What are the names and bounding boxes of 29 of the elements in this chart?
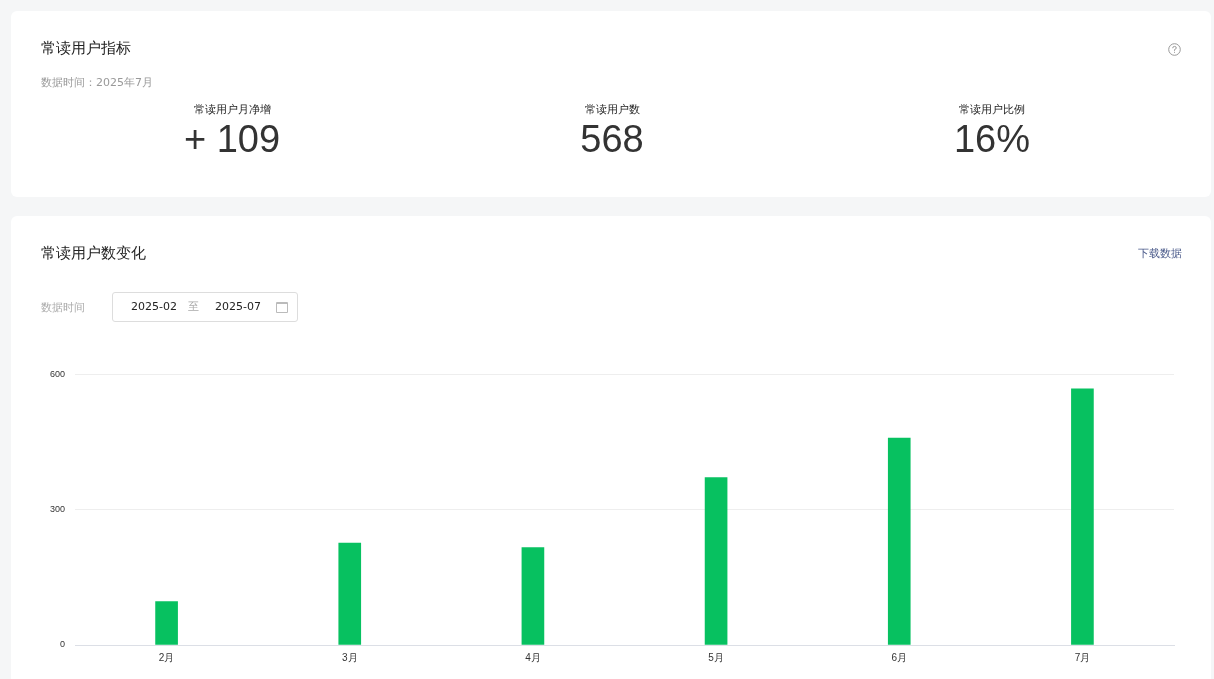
chart-title: 常读用户数变化 [41, 244, 146, 263]
text: 至 [188, 299, 199, 314]
x-tick-label: 6月 [891, 651, 908, 663]
x-tick-label: 5月 [708, 651, 724, 663]
y-tick-label: 300 [49, 504, 65, 515]
bar [887, 437, 911, 645]
y-tick-label: 0 [59, 639, 65, 650]
text: 2025-02 [131, 300, 177, 313]
text: 568 [580, 118, 644, 160]
category-label: 常读用户比例 [958, 102, 1026, 117]
x-tick-label: 4月 [525, 651, 541, 663]
text: 常读用户指标 [41, 39, 131, 58]
category-label: 常读用户月净增 [192, 102, 272, 117]
category-label: 常读用户数 [583, 102, 641, 117]
bar [521, 547, 545, 645]
bar [155, 601, 178, 645]
bar [704, 477, 728, 645]
bar [338, 542, 362, 645]
x-tick-label: 7月 [1074, 651, 1091, 663]
bar [1071, 388, 1094, 645]
text: 下载数据 [1138, 246, 1182, 261]
x-tick-label: 3月 [341, 651, 358, 663]
text: 数据时间：2025年7月 [41, 75, 153, 90]
y-tick-label: 600 [49, 368, 65, 379]
text: 数据时间 [41, 300, 85, 315]
x-tick-label: 2月 [158, 651, 175, 663]
text: 16% [953, 118, 1031, 160]
text: + 109 [183, 118, 281, 160]
text: 2025-07 [215, 300, 261, 313]
